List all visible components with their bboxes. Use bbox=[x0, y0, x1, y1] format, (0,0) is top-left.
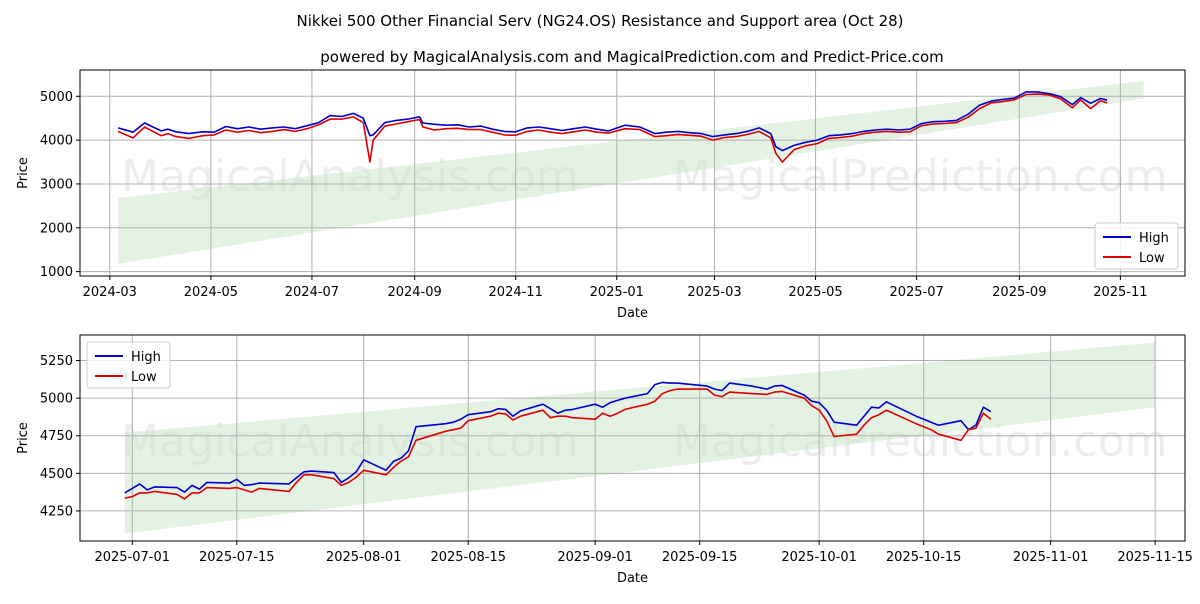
x-tick-label: 2024-03 bbox=[83, 285, 137, 300]
x-tick-label: 2025-10-15 bbox=[886, 550, 962, 565]
x-tick-label: 2025-11-15 bbox=[1117, 550, 1193, 565]
x-tick-label: 2025-07-15 bbox=[199, 550, 275, 565]
chart-subtitle: powered by MagicalAnalysis.com and Magic… bbox=[320, 48, 944, 66]
x-tick-label: 2024-05 bbox=[184, 285, 238, 300]
x-tick-label: 2025-09-15 bbox=[662, 550, 738, 565]
y-tick-label: 4250 bbox=[40, 504, 73, 519]
legend-label-low: Low bbox=[131, 370, 157, 385]
legend-label-high: High bbox=[1139, 231, 1169, 246]
x-tick-label: 2025-11 bbox=[1093, 285, 1147, 300]
x-tick-label: 2024-11 bbox=[489, 285, 543, 300]
x-tick-label: 2025-10-01 bbox=[781, 550, 857, 565]
top-chart-panel: MagicalAnalysis.comMagicalPrediction.com… bbox=[16, 69, 1186, 321]
x-tick-label: 2025-09-01 bbox=[557, 550, 633, 565]
legend-box bbox=[1094, 222, 1179, 270]
bottom-chart-panel: MagicalAnalysis.comMagicalPrediction.com… bbox=[16, 334, 1193, 586]
series-line-low bbox=[117, 93, 1108, 163]
legend-box bbox=[86, 341, 171, 389]
y-axis-label: Price bbox=[16, 422, 31, 454]
legend-label-low: Low bbox=[1139, 251, 1165, 266]
x-tick-label: 2025-07-01 bbox=[94, 550, 170, 565]
y-tick-label: 5000 bbox=[40, 90, 73, 105]
x-tick-label: 2025-08-15 bbox=[430, 550, 506, 565]
legend: High Low bbox=[86, 341, 171, 389]
y-tick-label: 4000 bbox=[40, 134, 73, 149]
y-tick-label: 4750 bbox=[40, 429, 73, 444]
x-tick-label: 2025-01 bbox=[590, 285, 644, 300]
y-tick-label: 1000 bbox=[40, 265, 73, 280]
legend: High Low bbox=[1094, 222, 1179, 270]
x-tick-label: 2025-08-01 bbox=[326, 550, 402, 565]
support-resistance-band bbox=[118, 80, 1144, 264]
x-tick-label: 2025-05 bbox=[788, 285, 842, 300]
support-resistance-band bbox=[124, 342, 1156, 534]
y-tick-label: 5000 bbox=[40, 392, 73, 407]
legend-label-high: High bbox=[131, 350, 161, 365]
x-tick-label: 2025-07 bbox=[889, 285, 943, 300]
x-tick-label: 2024-09 bbox=[387, 285, 441, 300]
x-tick-label: 2025-11-01 bbox=[1013, 550, 1089, 565]
y-tick-label: 3000 bbox=[40, 177, 73, 192]
x-tick-label: 2025-03 bbox=[687, 285, 741, 300]
x-tick-label: 2024-07 bbox=[285, 285, 339, 300]
series-line-low bbox=[124, 388, 992, 500]
series-line-high bbox=[117, 91, 1108, 152]
x-tick-label: 2025-09 bbox=[992, 285, 1046, 300]
y-tick-label: 5250 bbox=[40, 354, 73, 369]
plot-frame bbox=[79, 69, 1186, 277]
x-axis-label: Date bbox=[617, 571, 648, 586]
y-tick-label: 4500 bbox=[40, 467, 73, 482]
plot-frame bbox=[79, 334, 1186, 542]
x-axis-label: Date bbox=[617, 306, 648, 321]
chart-title: Nikkei 500 Other Financial Serv (NG24.OS… bbox=[296, 12, 903, 30]
series-line-high bbox=[124, 381, 992, 494]
y-tick-label: 2000 bbox=[40, 221, 73, 236]
y-axis-label: Price bbox=[16, 157, 31, 189]
